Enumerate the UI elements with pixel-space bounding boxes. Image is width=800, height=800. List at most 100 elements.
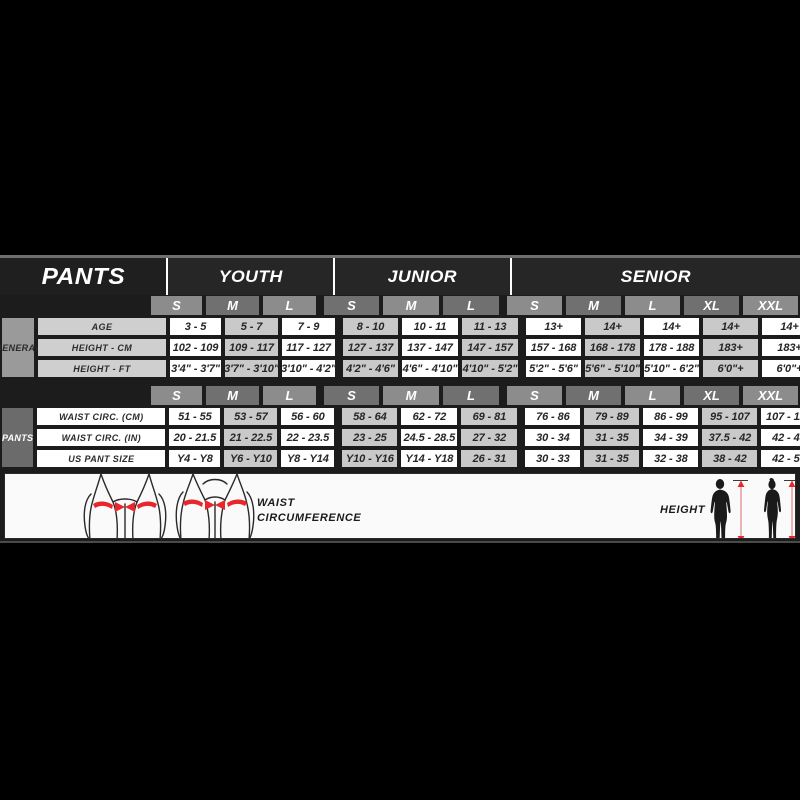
- group-gap: [336, 406, 341, 427]
- group-label: SENIOR: [620, 266, 692, 286]
- cell: 14+: [584, 317, 641, 336]
- cell: 4'6" - 4'10": [401, 359, 459, 378]
- cell: 20 - 21.5: [168, 428, 222, 447]
- cell: 23 - 25: [341, 428, 399, 447]
- cell: 86 - 99: [642, 407, 700, 426]
- group-gap: [520, 358, 524, 379]
- cell: 5'6" - 5'10": [584, 359, 641, 378]
- group-gap: [501, 295, 505, 316]
- size-cell-youth-m: M: [205, 295, 260, 316]
- waist-circumference-label: WAIST CIRCUMFERENCE: [257, 496, 361, 526]
- male-silhouette-icon: [710, 479, 748, 538]
- chart-title-cell: PANTS: [0, 258, 166, 295]
- cell: 53 - 57: [223, 407, 279, 426]
- size-cell-junior-l: L: [442, 385, 500, 406]
- section-general: GENERAL AGE 3 - 5 5 - 7 7 - 9 8 - 10 10 …: [0, 316, 800, 379]
- row-label-height-ft: HEIGHT - FT: [37, 359, 167, 378]
- group-gap: [318, 295, 322, 316]
- section-label-pants: PANTS: [0, 406, 36, 469]
- cell: 22 - 23.5: [280, 428, 336, 447]
- section-label-general: GENERAL: [0, 316, 41, 379]
- cell: 51 - 55: [168, 407, 222, 426]
- row-label-waist-cm: WAIST CIRC. (CM): [36, 407, 167, 426]
- cell: 178 - 188: [643, 338, 700, 357]
- cell: 76 - 86: [524, 407, 582, 426]
- cell: 127 - 137: [342, 338, 399, 357]
- cell: 31 - 35: [583, 428, 641, 447]
- band-divider: [0, 379, 800, 385]
- cell: 79 - 89: [583, 407, 641, 426]
- chart-header-band: PANTS YOUTH JUNIOR SENIOR: [0, 258, 800, 295]
- size-cell-senior-l: L: [624, 385, 681, 406]
- cell: 6'0"+: [761, 359, 800, 378]
- size-cell-senior-m: M: [565, 385, 622, 406]
- size-cell-youth-m: M: [205, 385, 260, 406]
- group-gap: [520, 337, 524, 358]
- table-row: AGE 3 - 5 5 - 7 7 - 9 8 - 10 10 - 11 11 …: [36, 316, 800, 337]
- size-cell-junior-s: S: [323, 295, 380, 316]
- table-row: WAIST CIRC. (IN) 20 - 21.5 21 - 22.5 22 …: [35, 427, 800, 448]
- row-label-height-cm: HEIGHT - CM: [37, 338, 167, 357]
- size-cell-youth-l: L: [262, 385, 317, 406]
- cell: 4'10" - 5'2": [461, 359, 519, 378]
- cell: 10 - 11: [401, 317, 459, 336]
- size-cell-senior-xl: XL: [683, 385, 740, 406]
- group-gap: [337, 316, 341, 337]
- group-header-senior: SENIOR: [510, 258, 800, 295]
- size-cell-senior-s: S: [506, 295, 563, 316]
- group-header-row: YOUTH JUNIOR SENIOR: [166, 258, 800, 295]
- row-label-us-pant-size: US PANT SIZE: [36, 449, 167, 468]
- table-row: US PANT SIZE Y4 - Y8 Y6 - Y10 Y8 - Y14 Y…: [35, 448, 800, 469]
- cell: 183+: [702, 338, 759, 357]
- cell: 34 - 39: [642, 428, 700, 447]
- cell: 95 - 107: [701, 407, 759, 426]
- cell: 38 - 42: [701, 449, 759, 468]
- cell: 102 - 109: [169, 338, 222, 357]
- height-label: HEIGHT: [660, 504, 706, 516]
- size-cell-senior-s: S: [506, 385, 563, 406]
- cell: 14+: [702, 317, 759, 336]
- cell: 5 - 7: [224, 317, 279, 336]
- size-cell-senior-l: L: [624, 295, 681, 316]
- size-cell-junior-l: L: [442, 295, 500, 316]
- group-gap: [336, 427, 341, 448]
- cell: 6'0"+: [702, 359, 759, 378]
- cell: 5'2" - 5'6": [525, 359, 582, 378]
- group-gap: [520, 316, 524, 337]
- waist-figure-a-icon: [83, 474, 167, 538]
- cell: 24.5 - 28.5: [400, 428, 459, 447]
- cell: 8 - 10: [342, 317, 399, 336]
- female-silhouette-icon: [763, 478, 795, 538]
- spacer: [0, 295, 33, 316]
- group-gap: [519, 427, 524, 448]
- table-row: HEIGHT - FT 3'4" - 3'7" 3'7" - 3'10" 3'1…: [36, 358, 800, 379]
- cell: Y14 - Y18: [400, 449, 459, 468]
- group-gap: [519, 406, 524, 427]
- cell: Y10 - Y16: [341, 449, 399, 468]
- cell: 5'10" - 6'2": [643, 359, 700, 378]
- group-gap: [337, 358, 341, 379]
- cell: 42 - 47: [760, 428, 800, 447]
- cell: 3'10" - 4'2": [281, 359, 336, 378]
- cell: 183+: [761, 338, 800, 357]
- cell: 56 - 60: [280, 407, 336, 426]
- cell: 117 - 127: [281, 338, 336, 357]
- cell: 30 - 34: [524, 428, 582, 447]
- size-cell-senior-xxl: XXL: [742, 385, 799, 406]
- spacer: [0, 385, 33, 406]
- table-row: HEIGHT - CM 102 - 109 109 - 117 117 - 12…: [36, 337, 800, 358]
- size-cell-senior-xl: XL: [683, 295, 740, 316]
- illustration-strip: WAIST CIRCUMFERENCE HEIGHT: [4, 473, 796, 539]
- group-header-junior: JUNIOR: [333, 258, 510, 295]
- cell: 69 - 81: [460, 407, 519, 426]
- cell: 32 - 38: [642, 449, 700, 468]
- group-gap: [318, 385, 322, 406]
- size-header-row-general: S M L S M L S M L XL XXL: [0, 295, 800, 316]
- cell: 13+: [525, 317, 582, 336]
- cell: 147 - 157: [461, 338, 519, 357]
- size-cell-junior-m: M: [382, 295, 440, 316]
- cell: 14+: [761, 317, 800, 336]
- cell: 58 - 64: [341, 407, 399, 426]
- size-cell-senior-xxl: XXL: [742, 295, 799, 316]
- cell: 107 - 120: [760, 407, 800, 426]
